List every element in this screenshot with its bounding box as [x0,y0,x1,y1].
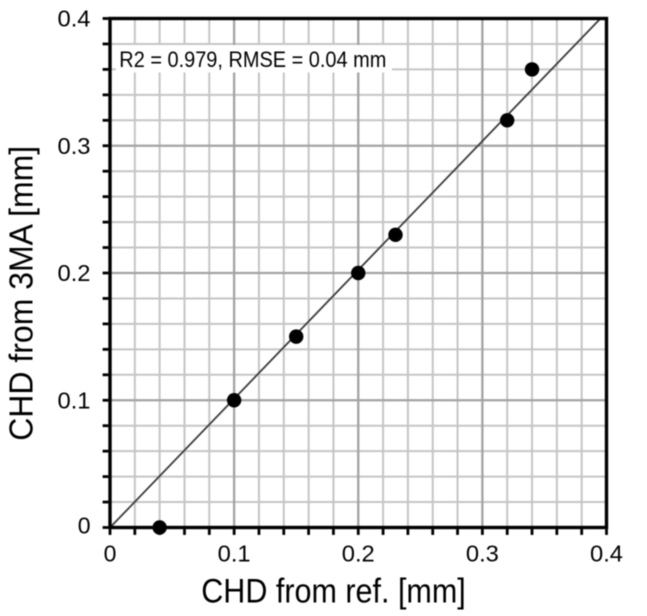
svg-text:CHD from ref. [mm]: CHD from ref. [mm] [201,573,466,611]
svg-text:0.1: 0.1 [58,387,91,413]
svg-text:0.2: 0.2 [58,260,91,286]
svg-text:0.2: 0.2 [342,541,375,567]
svg-text:0: 0 [78,513,91,539]
svg-text:0.1: 0.1 [218,541,251,567]
svg-text:0.4: 0.4 [590,541,623,567]
svg-text:CHD from 3MA [mm]: CHD from 3MA [mm] [3,146,40,441]
svg-text:0: 0 [104,541,117,567]
svg-text:0.3: 0.3 [58,133,91,159]
svg-text:0.3: 0.3 [466,541,499,567]
svg-text:R2 = 0.979, RMSE = 0.04 mm: R2 = 0.979, RMSE = 0.04 mm [119,47,386,72]
svg-text:0.4: 0.4 [58,6,91,32]
